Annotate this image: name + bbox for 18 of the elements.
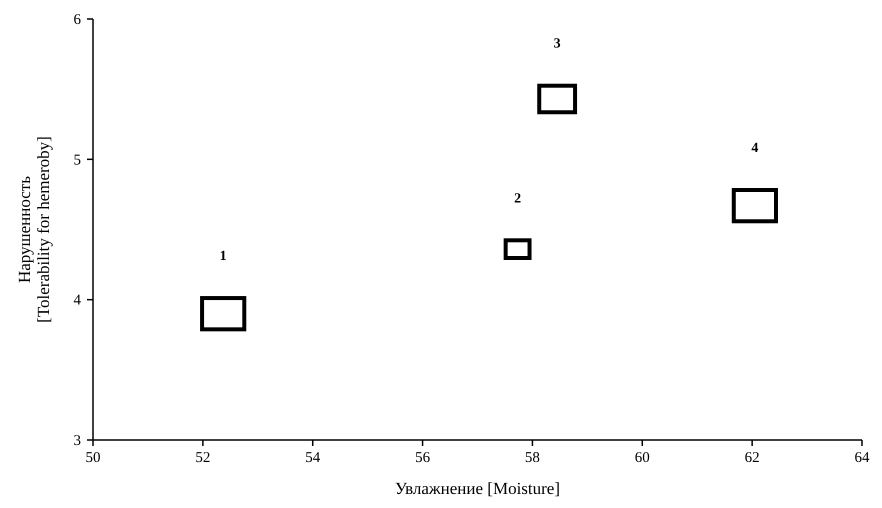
- x-tick-label: 56: [415, 450, 431, 466]
- x-tick-label: 60: [634, 450, 650, 466]
- annotation: 2: [514, 191, 522, 206]
- y-tick-label: 6: [74, 12, 82, 28]
- y-axis-title: Нарушенность [Tolerability for hemeroby]: [15, 136, 53, 323]
- annotation: 4: [751, 141, 758, 156]
- annotation: 3: [554, 36, 561, 52]
- x-tick-label: 58: [524, 450, 540, 466]
- annotation: 1: [220, 249, 227, 264]
- x-tick-label: 64: [854, 450, 870, 466]
- x-tick-label: 54: [305, 450, 321, 466]
- x-tick-label: 52: [195, 450, 210, 466]
- x-tick-label: 50: [86, 450, 100, 466]
- x-axis-title: Увлажнение [Moisture]: [394, 479, 560, 498]
- y-tick-label: 3: [74, 433, 81, 449]
- y-tick-label: 5: [74, 152, 81, 168]
- y-tick-label: 4: [74, 292, 82, 309]
- x-tick-label: 62: [744, 450, 760, 466]
